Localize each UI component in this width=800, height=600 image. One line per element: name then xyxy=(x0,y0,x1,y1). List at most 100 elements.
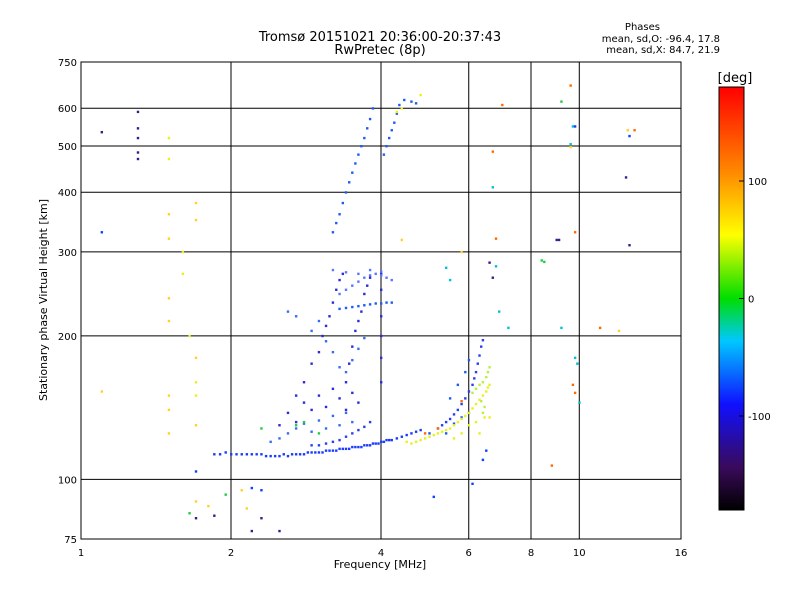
data-point xyxy=(624,176,628,179)
data-point xyxy=(360,144,363,148)
data-point xyxy=(432,433,435,437)
y-tick-labels: 75 100 200 300 400 500 600 750 xyxy=(58,58,77,546)
data-point xyxy=(368,444,372,447)
data-point xyxy=(485,449,488,452)
data-point xyxy=(382,440,386,444)
data-point xyxy=(194,394,198,397)
data-point xyxy=(317,394,321,397)
data-point xyxy=(473,377,476,380)
data-point xyxy=(385,144,388,148)
data-point xyxy=(344,191,348,194)
colorbar-tick-label: -100 xyxy=(748,412,771,423)
data-point xyxy=(491,276,495,279)
data-point xyxy=(385,438,388,442)
data-point xyxy=(335,449,338,452)
data-point xyxy=(395,437,399,440)
stats-heading: Phases xyxy=(625,22,660,33)
data-point xyxy=(310,408,313,412)
data-point xyxy=(363,444,366,447)
data-point xyxy=(448,427,452,430)
data-point xyxy=(286,310,290,313)
data-point xyxy=(448,397,452,400)
data-point xyxy=(387,438,391,442)
data-point xyxy=(371,107,375,110)
data-point xyxy=(338,213,341,216)
data-point xyxy=(167,237,171,240)
data-point xyxy=(317,319,321,323)
data-point xyxy=(471,391,474,395)
data-point xyxy=(167,136,171,140)
data-point xyxy=(371,442,375,445)
data-point xyxy=(344,370,348,374)
data-point xyxy=(357,445,360,449)
data-point xyxy=(485,390,488,393)
x-tick-label: 8 xyxy=(528,548,534,559)
data-point xyxy=(286,454,290,458)
data-point xyxy=(357,319,360,323)
data-point xyxy=(194,517,198,520)
y-tick-label: 200 xyxy=(58,332,77,343)
data-point xyxy=(571,383,575,387)
data-point xyxy=(224,493,227,496)
data-point xyxy=(363,136,366,140)
data-point xyxy=(230,453,233,456)
data-point xyxy=(380,356,383,360)
chart-title: Tromsø 20151021 20:36:00-20:37:43 xyxy=(258,30,501,45)
data-point xyxy=(414,102,418,105)
y-tick-label: 100 xyxy=(58,475,77,486)
data-point xyxy=(390,301,393,304)
data-point xyxy=(310,362,313,365)
data-point xyxy=(380,288,383,291)
data-point xyxy=(497,310,501,313)
data-point xyxy=(414,430,418,433)
data-point xyxy=(194,500,198,503)
data-point xyxy=(464,370,467,374)
data-point xyxy=(224,451,227,454)
data-point xyxy=(354,162,357,165)
data-point xyxy=(573,391,577,395)
data-point xyxy=(282,453,285,456)
data-point xyxy=(357,272,360,276)
data-point xyxy=(298,453,302,456)
x-tick-label: 4 xyxy=(378,548,384,559)
data-point xyxy=(366,127,369,130)
data-point xyxy=(363,336,366,340)
data-point xyxy=(569,142,572,146)
data-point xyxy=(452,424,456,427)
data-point xyxy=(167,213,171,216)
data-point xyxy=(467,424,471,427)
data-point xyxy=(344,408,348,412)
data-point xyxy=(410,432,413,435)
data-point xyxy=(380,274,383,277)
data-point xyxy=(474,402,478,406)
data-point xyxy=(478,354,481,357)
data-point xyxy=(488,366,491,369)
y-tick-label: 600 xyxy=(58,104,77,115)
data-point xyxy=(278,424,281,427)
data-point xyxy=(452,437,456,440)
data-point xyxy=(286,432,290,435)
data-point xyxy=(400,107,404,110)
data-point xyxy=(357,401,360,404)
data-point xyxy=(444,432,448,435)
data-point xyxy=(335,288,338,291)
data-point xyxy=(310,451,313,454)
data-point xyxy=(368,303,372,306)
data-point xyxy=(395,110,399,114)
data-point xyxy=(393,121,396,124)
data-point xyxy=(245,507,249,510)
data-point xyxy=(380,440,383,444)
data-point xyxy=(328,315,331,318)
data-point xyxy=(385,276,388,279)
data-point xyxy=(368,268,372,272)
data-point xyxy=(344,381,348,384)
data-point xyxy=(460,250,463,254)
data-point xyxy=(576,362,579,365)
data-point xyxy=(368,276,372,279)
data-point xyxy=(444,428,448,432)
data-point xyxy=(628,134,631,138)
data-point xyxy=(278,454,281,458)
data-point xyxy=(100,130,104,134)
data-point xyxy=(167,394,171,397)
data-point xyxy=(235,453,238,456)
